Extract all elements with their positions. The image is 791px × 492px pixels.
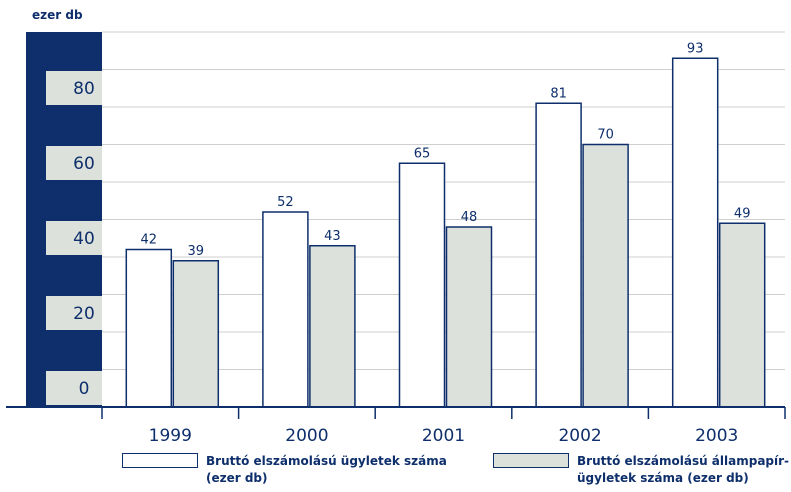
legend-item-series-2: Bruttó elszámolású állampapír- ügyletek … bbox=[493, 453, 789, 487]
legend-swatch-series-1 bbox=[122, 453, 198, 468]
legend-label-series-2: Bruttó elszámolású állampapír- ügyletek … bbox=[577, 454, 790, 485]
y-tick-box bbox=[46, 371, 102, 405]
data-label: 48 bbox=[461, 210, 478, 225]
data-label: 81 bbox=[550, 86, 567, 101]
bar bbox=[262, 211, 309, 408]
x-tick-label: 2000 bbox=[285, 426, 328, 446]
y-tick-box bbox=[46, 221, 102, 255]
y-tick-label: 80 bbox=[73, 79, 95, 99]
data-label: 49 bbox=[734, 206, 751, 221]
y-tick-label: 60 bbox=[73, 154, 95, 174]
data-label: 42 bbox=[141, 233, 158, 248]
bar bbox=[445, 226, 493, 408]
y-tick-box bbox=[46, 71, 102, 105]
y-tick-label: 20 bbox=[73, 304, 95, 324]
data-label: 43 bbox=[324, 229, 341, 244]
data-label: 39 bbox=[188, 244, 205, 259]
bar bbox=[125, 248, 173, 408]
data-label: 93 bbox=[687, 41, 704, 56]
x-tick-label: 1999 bbox=[149, 426, 192, 446]
data-label: 52 bbox=[277, 195, 294, 210]
bar bbox=[398, 162, 446, 408]
bar bbox=[582, 143, 629, 408]
x-tick-label: 2003 bbox=[695, 426, 738, 446]
y-tick-label: 0 bbox=[79, 379, 90, 399]
bar bbox=[718, 222, 766, 408]
bar bbox=[535, 102, 582, 408]
data-label: 70 bbox=[597, 128, 614, 143]
y-tick-box bbox=[46, 146, 102, 180]
y-axis-label: ezer db bbox=[32, 8, 83, 22]
data-label: 65 bbox=[414, 146, 431, 161]
legend-label-series-1: Bruttó elszámolású ügyletek száma (ezer … bbox=[206, 454, 447, 485]
bar bbox=[172, 260, 220, 408]
x-tick-label: 2001 bbox=[422, 426, 465, 446]
legend-swatch-series-2 bbox=[493, 453, 569, 468]
bar bbox=[309, 245, 356, 408]
y-tick-label: 40 bbox=[73, 229, 95, 249]
x-tick-label: 2002 bbox=[558, 426, 601, 446]
legend-item-series-1: Bruttó elszámolású ügyletek száma (ezer … bbox=[122, 453, 447, 487]
y-tick-box bbox=[46, 296, 102, 330]
bar bbox=[671, 57, 719, 408]
